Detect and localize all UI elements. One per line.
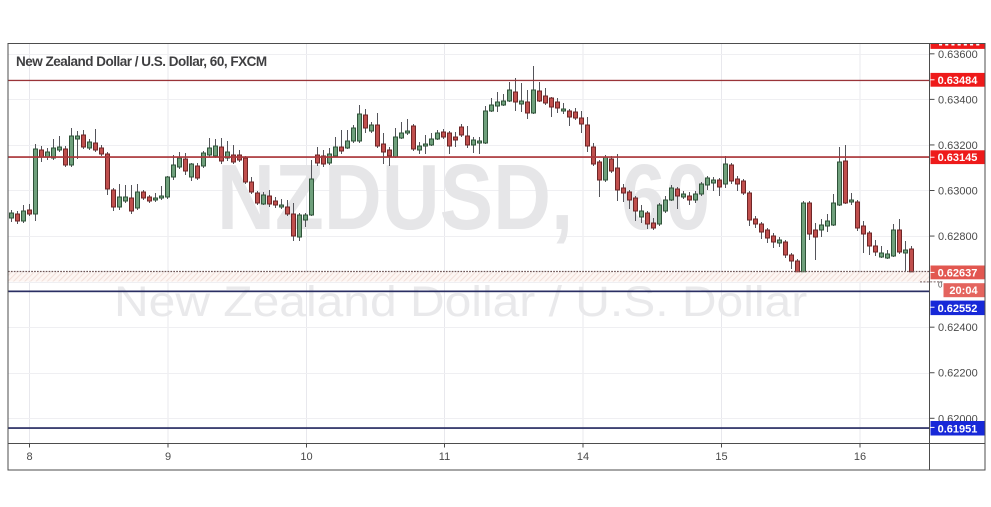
svg-text:0.63484: 0.63484 xyxy=(938,75,979,87)
svg-text:0.62400: 0.62400 xyxy=(938,322,978,334)
svg-text:0.63200: 0.63200 xyxy=(938,140,978,152)
svg-text:0: 0 xyxy=(938,281,943,290)
svg-text:0.62637: 0.62637 xyxy=(938,267,978,279)
svg-text:0.63000: 0.63000 xyxy=(938,186,978,198)
svg-text:8: 8 xyxy=(26,451,32,463)
svg-text:NZDUSD,: NZDUSD, xyxy=(217,145,573,249)
svg-text:20:04: 20:04 xyxy=(949,285,978,297)
svg-text:0.62200: 0.62200 xyxy=(938,368,978,380)
svg-text:0.62552: 0.62552 xyxy=(938,303,978,315)
svg-text:0.63400: 0.63400 xyxy=(938,94,978,106)
svg-text:0.63145: 0.63145 xyxy=(938,152,978,164)
svg-text:New Zealand Dollar / U.S. Doll: New Zealand Dollar / U.S. Dollar xyxy=(114,277,807,325)
svg-text:9: 9 xyxy=(165,451,171,463)
svg-text:0.62800: 0.62800 xyxy=(938,231,978,243)
svg-text:15: 15 xyxy=(715,451,727,463)
svg-text:14: 14 xyxy=(577,451,589,463)
svg-text:0.61951: 0.61951 xyxy=(938,423,978,435)
svg-text:10: 10 xyxy=(300,451,312,463)
svg-text:11: 11 xyxy=(439,451,450,463)
svg-text:0.63600: 0.63600 xyxy=(938,49,978,61)
svg-text:16: 16 xyxy=(854,451,866,463)
svg-text:New Zealand Dollar / U.S. Doll: New Zealand Dollar / U.S. Dollar, 60, FX… xyxy=(16,54,267,69)
